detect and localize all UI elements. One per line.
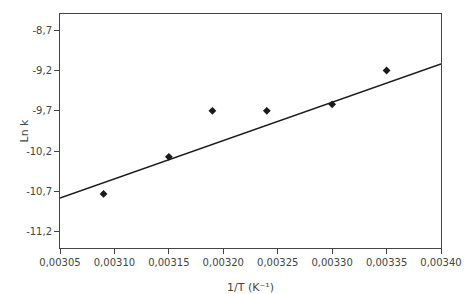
svg-text:-11,2: -11,2 xyxy=(26,226,52,237)
svg-text:0,00315: 0,00315 xyxy=(148,257,189,268)
svg-text:-8,7: -8,7 xyxy=(32,25,52,36)
svg-text:0,00340: 0,00340 xyxy=(420,257,461,268)
svg-text:0,00310: 0,00310 xyxy=(94,257,135,268)
svg-text:-10,7: -10,7 xyxy=(26,186,52,197)
svg-text:-9,7: -9,7 xyxy=(32,105,52,116)
svg-text:0,00320: 0,00320 xyxy=(203,257,244,268)
svg-text:0,00330: 0,00330 xyxy=(311,257,352,268)
svg-text:0,00335: 0,00335 xyxy=(366,257,407,268)
svg-text:-10,2: -10,2 xyxy=(26,146,52,157)
svg-text:0,00305: 0,00305 xyxy=(39,257,80,268)
svg-text:1/T (K⁻¹): 1/T (K⁻¹) xyxy=(227,281,274,294)
svg-text:0,00325: 0,00325 xyxy=(257,257,298,268)
svg-text:-9,2: -9,2 xyxy=(32,65,52,76)
svg-text:Ln k: Ln k xyxy=(18,119,31,143)
